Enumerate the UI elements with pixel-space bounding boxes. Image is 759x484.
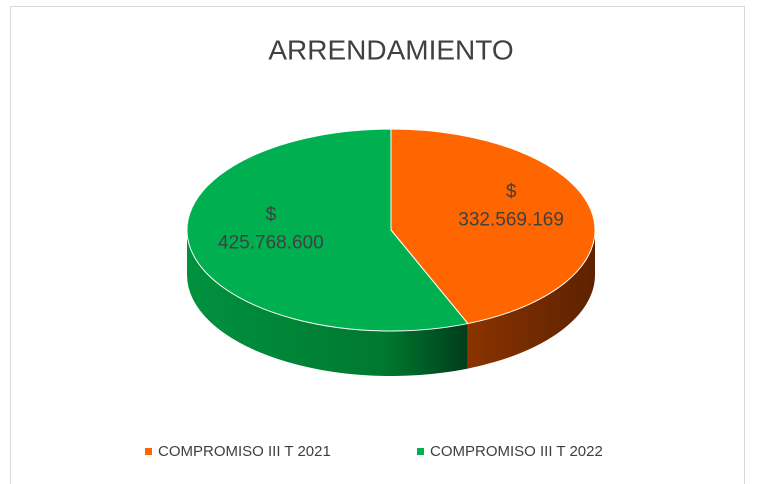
pie-slice [390, 128, 596, 325]
legend-label: COMPROMISO III T 2021 [158, 443, 331, 460]
data-label: $332.569.169 [458, 181, 564, 230]
chart-title: ARRENDAMIENTO [268, 34, 513, 65]
pie-side [187, 230, 468, 377]
pie-slice [186, 128, 469, 332]
legend-label: COMPROMISO III T 2022 [430, 443, 603, 460]
legend-swatch [417, 448, 424, 455]
pie-side [467, 230, 595, 369]
chart-border [10, 6, 745, 484]
data-label: $425.768.600 [218, 205, 324, 254]
legend-swatch [145, 448, 152, 455]
